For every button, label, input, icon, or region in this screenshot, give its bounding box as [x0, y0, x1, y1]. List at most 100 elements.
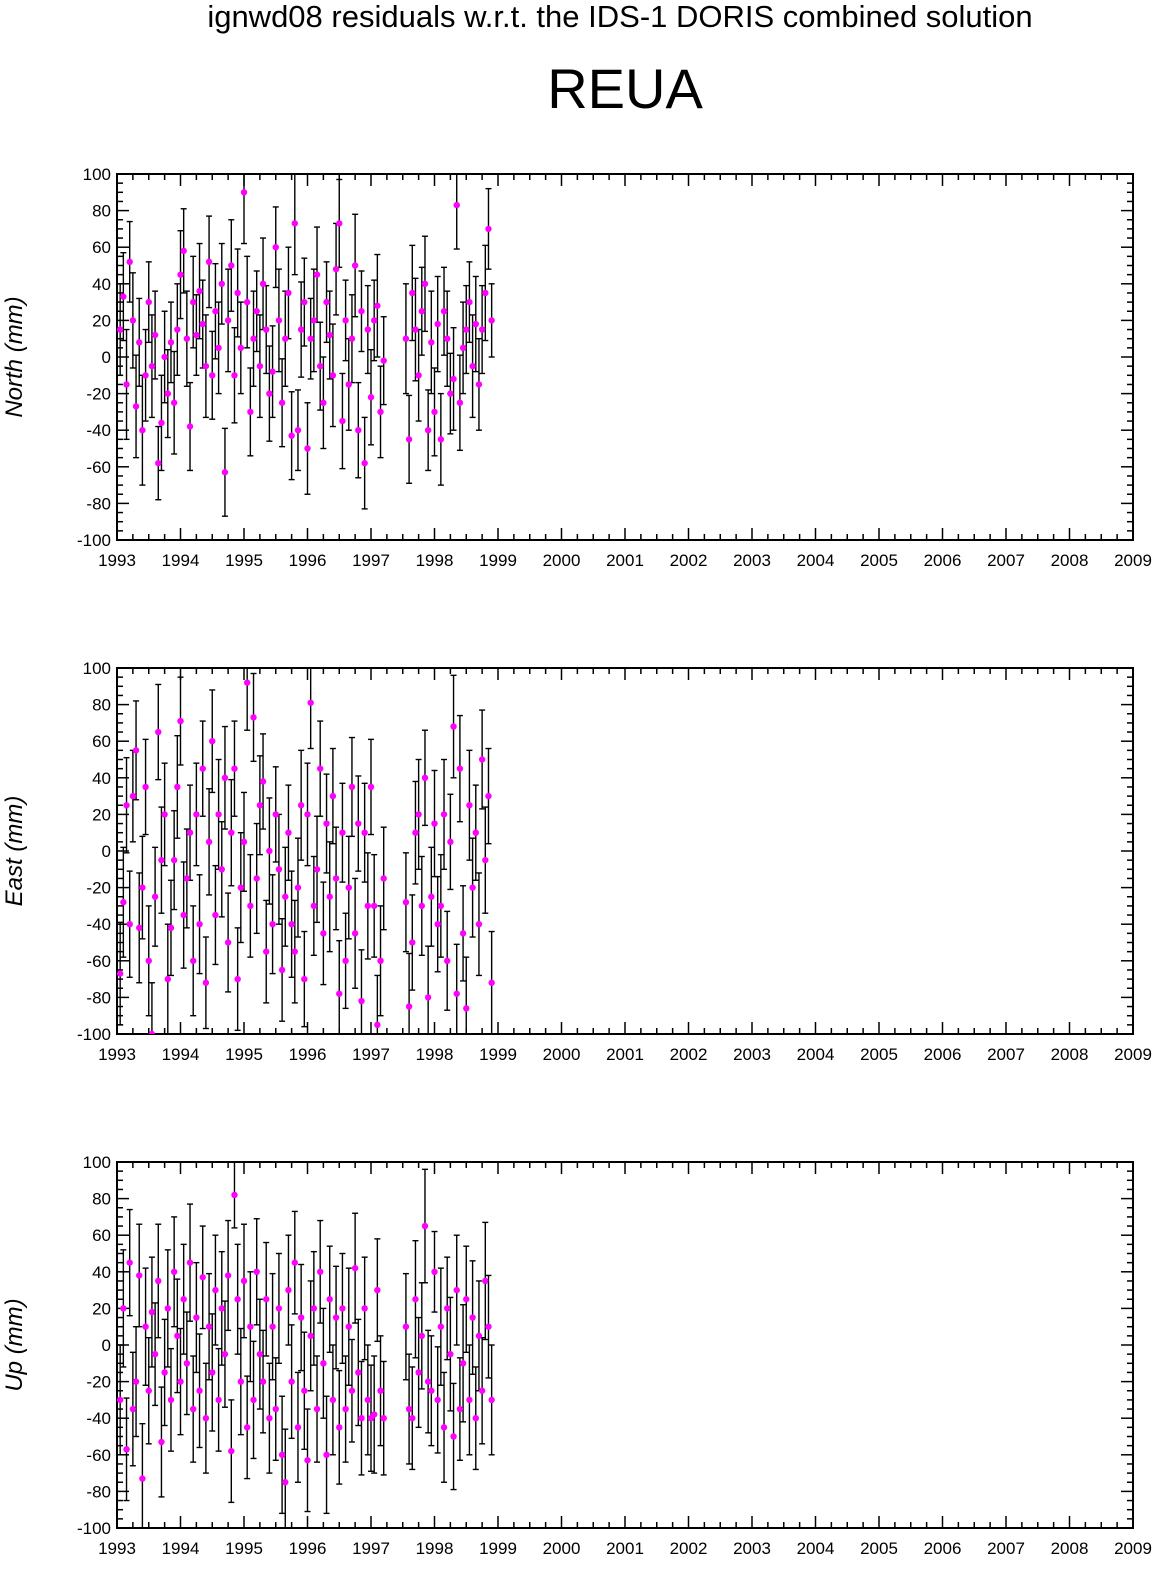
up-ytick-label: -40	[86, 1409, 111, 1428]
up-point	[301, 1387, 308, 1394]
north-point	[278, 399, 286, 406]
north-point	[190, 298, 197, 306]
north-point	[237, 344, 245, 352]
east-point	[364, 902, 372, 910]
north-xtick-label: 2008	[1051, 551, 1089, 570]
east-point	[155, 728, 162, 736]
east-point	[247, 902, 254, 910]
east-xtick-label: 2000	[543, 1045, 581, 1064]
north-point	[269, 368, 276, 375]
east-ticks	[116, 667, 1134, 1035]
north-point	[367, 394, 375, 401]
up-point	[326, 1296, 333, 1303]
station-title: REUA	[547, 57, 703, 120]
east-point	[231, 765, 238, 772]
east-point	[190, 957, 197, 964]
up-point	[456, 1405, 464, 1413]
up-point	[129, 1405, 137, 1413]
north-xtick-label: 2009	[1114, 551, 1152, 570]
north-point	[209, 372, 216, 379]
north-point	[202, 362, 210, 370]
east-point	[275, 866, 283, 873]
north-xtick-label: 2000	[543, 551, 581, 570]
up-xtick-label: 2005	[860, 1539, 898, 1558]
north-point	[285, 289, 292, 297]
north-point	[221, 469, 229, 476]
north-point	[291, 220, 298, 227]
up-point	[155, 1277, 162, 1285]
east-point	[402, 899, 410, 906]
east-point	[415, 811, 422, 818]
north-point	[282, 335, 289, 342]
north-point	[447, 390, 454, 397]
east-point	[234, 975, 241, 983]
up-point	[418, 1332, 425, 1340]
east-ytick-label: 20	[92, 805, 111, 824]
east-point	[205, 838, 213, 846]
north-point	[275, 317, 283, 324]
up-point	[132, 1378, 140, 1385]
up-point	[323, 1451, 330, 1459]
north-ytick-label: 80	[92, 202, 111, 221]
north-point	[250, 335, 257, 342]
north-xtick-label: 2003	[733, 551, 771, 570]
east-ytick-label: -20	[86, 879, 111, 898]
north-point	[193, 331, 200, 339]
north-point	[377, 408, 384, 416]
north-xtick-label: 1993	[98, 551, 136, 570]
north-point	[348, 335, 356, 342]
up-point	[355, 1369, 362, 1376]
north-point	[155, 459, 162, 467]
north-ytick-label: -60	[86, 458, 111, 477]
east-point	[285, 829, 292, 836]
north-point	[329, 372, 337, 379]
east-xtick-label: 1998	[416, 1045, 454, 1064]
north-xtick-label: 1994	[162, 551, 200, 570]
north-point	[199, 320, 206, 328]
east-point	[478, 756, 486, 763]
east-point	[482, 856, 489, 864]
up-point	[243, 1424, 251, 1431]
up-point	[151, 1350, 159, 1358]
north-point	[355, 427, 362, 434]
up-point	[180, 1296, 187, 1303]
east-point	[459, 930, 467, 937]
up-points	[117, 1191, 495, 1486]
north-point	[412, 326, 419, 333]
up-point	[475, 1332, 483, 1340]
north-point	[164, 390, 171, 397]
north-points	[117, 189, 495, 476]
north-point	[488, 317, 495, 324]
up-xtick-label: 2004	[797, 1539, 835, 1558]
east-point	[370, 902, 378, 910]
east-ytick-label: 80	[92, 696, 111, 715]
up-ylabel: Up (mm)	[1, 1298, 28, 1391]
north-xtick-label: 2001	[606, 551, 644, 570]
up-data	[117, 1162, 495, 1528]
north-ytick-label: -80	[86, 494, 111, 513]
up-point	[463, 1296, 470, 1303]
north-xtick-label: 2004	[797, 551, 835, 570]
east-point	[317, 765, 324, 772]
north-xtick-label: 2007	[987, 551, 1025, 570]
east-point	[145, 957, 152, 964]
north-point	[297, 326, 305, 333]
north-point	[148, 362, 156, 370]
north-point	[145, 298, 152, 306]
east-point	[288, 921, 295, 928]
east-point	[170, 856, 178, 864]
east-point	[237, 884, 245, 891]
up-point	[126, 1259, 133, 1266]
north-point	[361, 459, 368, 467]
up-point	[183, 1360, 191, 1367]
east-point	[139, 884, 146, 891]
east-point	[323, 820, 330, 827]
east-point	[307, 699, 314, 706]
east-point	[488, 979, 495, 986]
east-point	[313, 866, 321, 873]
north-point	[459, 344, 467, 352]
east-xtick-label: 2003	[733, 1045, 771, 1064]
east-ytick-label: -80	[86, 988, 111, 1007]
up-point	[139, 1475, 146, 1482]
north-point	[161, 353, 168, 361]
